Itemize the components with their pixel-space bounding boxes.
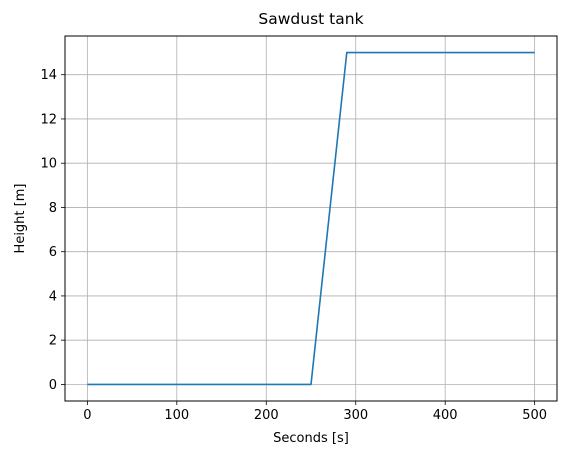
x-tick-label: 500 xyxy=(522,408,547,423)
x-axis-label: Seconds [s] xyxy=(273,431,349,446)
grid xyxy=(65,36,557,401)
x-tick-label: 100 xyxy=(164,408,189,423)
x-tick-label: 200 xyxy=(254,408,279,423)
y-tick-label: 10 xyxy=(40,157,57,172)
y-tick-label: 6 xyxy=(49,245,57,260)
y-tick-label: 8 xyxy=(49,201,57,216)
y-tick-label: 2 xyxy=(49,334,57,349)
y-axis-label: Height [m] xyxy=(13,184,28,254)
y-tick-label: 12 xyxy=(40,112,57,127)
chart-title: Sawdust tank xyxy=(258,10,363,28)
series-layer xyxy=(87,51,535,386)
y-tick-label: 0 xyxy=(49,378,57,393)
y-tick-label: 4 xyxy=(49,289,57,304)
x-tick-label: 300 xyxy=(343,408,368,423)
y-tick-label: 14 xyxy=(40,68,57,83)
x-tick-label: 400 xyxy=(433,408,458,423)
ticks: 0 100 200 300 400 500 0 2 4 6 8 10 12 14 xyxy=(40,68,547,423)
plot-frame xyxy=(64,35,558,402)
x-tick-label: 0 xyxy=(83,408,91,423)
series-line xyxy=(87,51,535,386)
